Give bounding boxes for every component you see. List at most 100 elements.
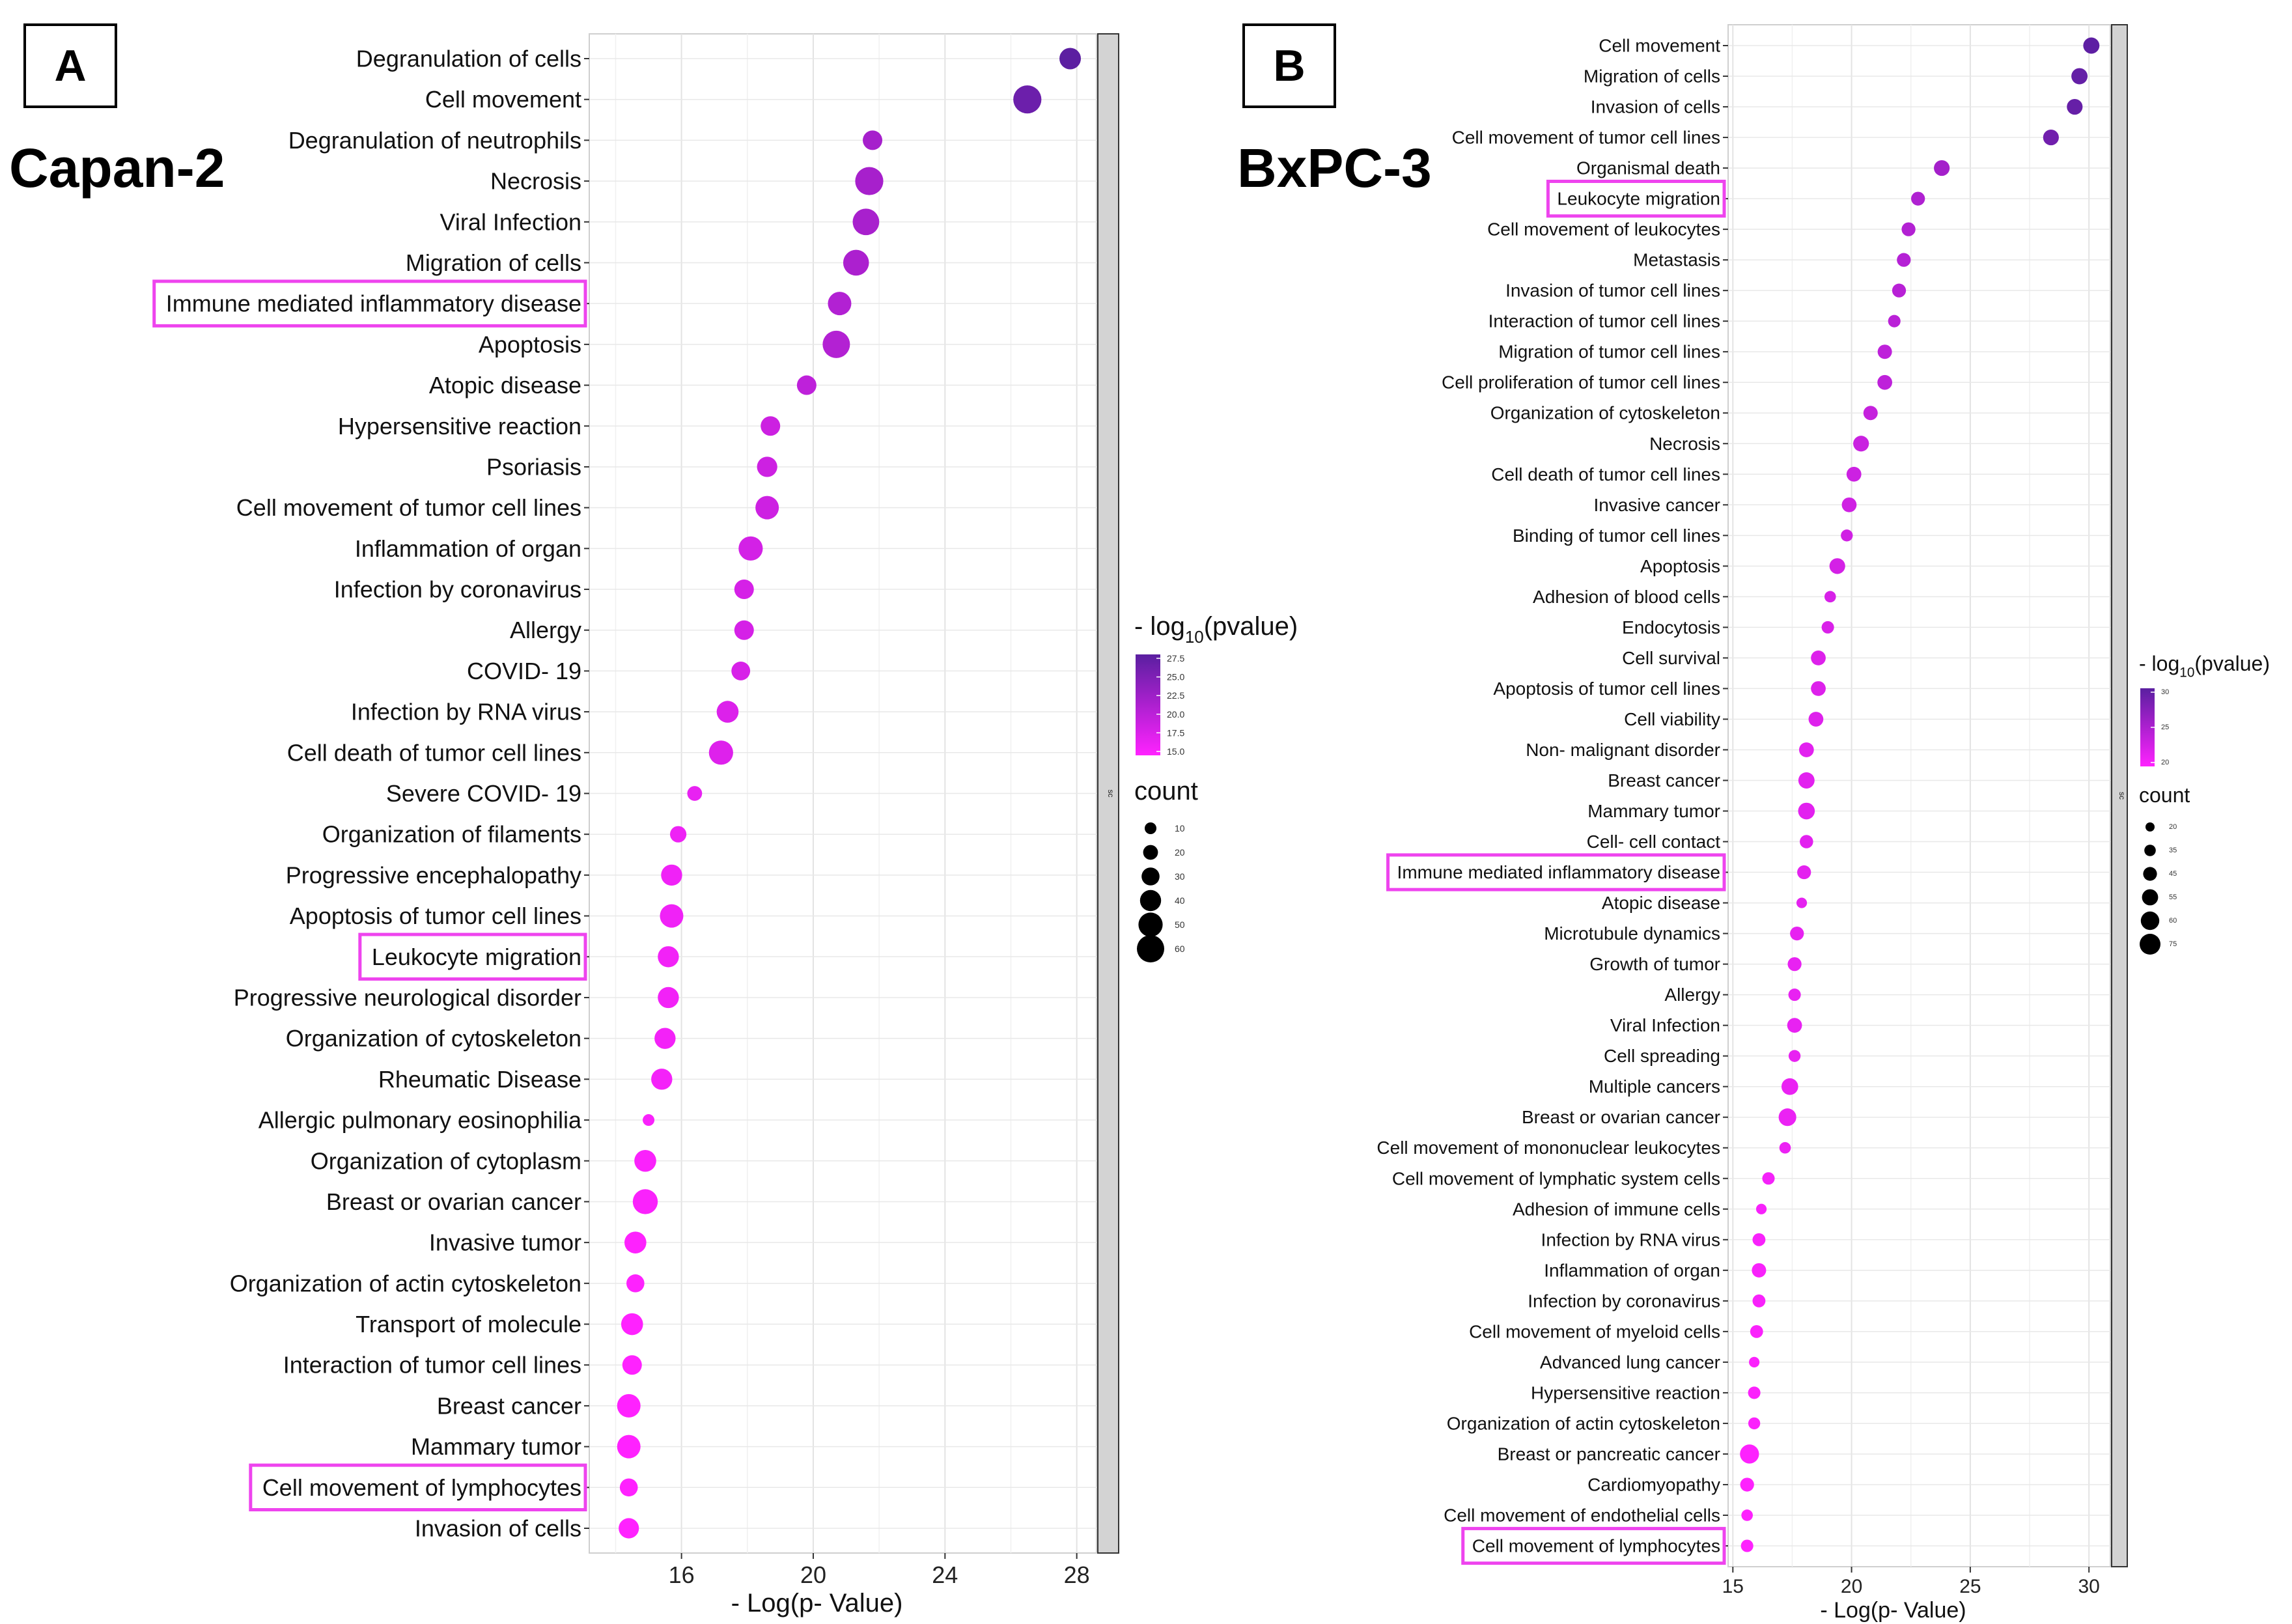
b-category-label: Cell movement of myeloid cells	[1469, 1321, 1720, 1341]
a-data-point	[632, 1189, 658, 1214]
b-size-legend-label: 45	[2169, 870, 2177, 878]
a-x-tick-label: 20	[800, 1561, 826, 1588]
a-category-label: Necrosis	[490, 168, 581, 195]
a-data-point	[624, 1231, 647, 1253]
a-category-label: Organization of actin cytoskeleton	[230, 1270, 581, 1296]
a-x-tick-label: 24	[932, 1561, 958, 1588]
a-data-point	[661, 864, 682, 886]
b-size-legend-dot	[2143, 867, 2157, 881]
a-data-point	[622, 1355, 642, 1375]
a-category-label: Invasion of cells	[415, 1515, 581, 1542]
a-category-label: Allergic pulmonary eosinophilia	[259, 1107, 582, 1134]
a-data-point	[1013, 85, 1042, 114]
a-data-point	[626, 1274, 645, 1293]
b-category-label: Cell movement of leukocytes	[1487, 219, 1720, 240]
panel-a-letter: A	[23, 23, 117, 108]
b-category-label: Endocytosis	[1622, 617, 1720, 637]
a-data-point	[654, 1028, 676, 1049]
b-data-point	[1911, 191, 1925, 206]
b-category-label: Adhesion of blood cells	[1533, 587, 1720, 607]
b-data-point	[2083, 37, 2100, 54]
b-size-legend-label: 60	[2169, 917, 2177, 925]
a-category-label: Cell death of tumor cell lines	[287, 739, 581, 766]
b-category-label: Invasive cancer	[1593, 495, 1720, 515]
b-data-point	[1787, 957, 1802, 972]
b-data-point	[1877, 374, 1892, 390]
b-color-tick-label: 25	[2161, 723, 2169, 731]
a-data-point	[757, 456, 777, 477]
b-category-label: Infection by coronavirus	[1528, 1291, 1720, 1311]
a-data-point	[619, 1478, 638, 1497]
a-data-point	[716, 701, 739, 723]
a-data-point	[651, 1069, 673, 1090]
b-category-label: Leukocyte migration	[1557, 189, 1720, 209]
a-highlight-box	[249, 1463, 587, 1512]
a-data-point	[634, 1149, 656, 1172]
a-size-legend-dot	[1145, 822, 1156, 834]
a-category-label: Progressive neurological disorder	[234, 984, 581, 1011]
b-category-label: Breast cancer	[1608, 770, 1720, 791]
b-data-point	[1749, 1356, 1760, 1367]
b-size-legend-label: 75	[2169, 940, 2177, 948]
b-data-point	[1877, 344, 1892, 359]
b-category-label: Cell movement	[1599, 36, 1720, 56]
b-data-point	[1798, 802, 1815, 820]
b-category-label: Cell survival	[1622, 648, 1720, 668]
a-category-label: Progressive encephalopathy	[286, 861, 581, 888]
b-data-point	[1752, 1294, 1766, 1308]
a-category-label: Degranulation of neutrophils	[288, 127, 581, 154]
a-data-point	[828, 292, 852, 316]
b-data-point	[1741, 1509, 1753, 1521]
b-x-tick-label: 15	[1722, 1576, 1744, 1597]
b-category-label: Allergy	[1664, 985, 1720, 1005]
a-category-label: Immune mediated inflammatory disease	[166, 290, 581, 317]
b-data-point	[1755, 1203, 1767, 1214]
b-category-label: Adhesion of immune cells	[1513, 1199, 1720, 1219]
b-data-point	[1824, 591, 1836, 603]
b-data-point	[1752, 1263, 1767, 1278]
panel-b-cell-line-title: BxPC-3	[1237, 137, 1432, 199]
a-data-point	[619, 1518, 639, 1539]
b-data-point	[1798, 742, 1814, 757]
a-data-point	[855, 167, 884, 195]
b-data-point	[1853, 436, 1869, 452]
a-data-point	[643, 1114, 655, 1127]
a-data-point	[734, 620, 754, 640]
panel-b-letter: B	[1242, 23, 1336, 108]
b-size-legend-title: count	[2139, 783, 2190, 807]
a-size-legend-dot	[1139, 889, 1162, 912]
b-color-bar	[2140, 688, 2155, 766]
a-data-point	[863, 130, 883, 150]
b-data-point	[1788, 988, 1801, 1001]
b-category-label: Hypersensitive reaction	[1531, 1382, 1720, 1403]
a-data-point	[755, 496, 779, 520]
b-data-point	[1811, 681, 1826, 696]
a-category-label: Migration of cells	[406, 249, 581, 276]
b-category-label: Infection by RNA virus	[1541, 1229, 1720, 1250]
a-category-label: Invasive tumor	[429, 1229, 581, 1256]
a-data-point	[669, 826, 687, 843]
a-category-label: Viral Infection	[440, 208, 581, 235]
b-data-point	[1787, 1018, 1802, 1033]
b-data-point	[2067, 98, 2083, 115]
a-data-point	[617, 1393, 641, 1418]
b-category-label: Atopic disease	[1602, 893, 1720, 913]
b-category-label: Growth of tumor	[1589, 954, 1720, 974]
b-category-label: Cell viability	[1624, 709, 1720, 729]
b-category-label: Migration of tumor cell lines	[1498, 342, 1720, 362]
b-size-legend-dot	[2144, 845, 2156, 856]
b-category-label: Immune mediated inflammatory disease	[1397, 862, 1720, 882]
b-x-tick-label: 25	[1959, 1576, 1981, 1597]
b-data-point	[1811, 651, 1826, 665]
a-color-tick-label: 20.0	[1167, 709, 1184, 720]
a-size-legend-title: count	[1134, 777, 1198, 805]
a-data-point	[658, 987, 679, 1009]
a-size-legend-label: 10	[1175, 823, 1185, 833]
a-category-label: Inflammation of organ	[355, 535, 581, 562]
b-size-legend-label: 55	[2169, 893, 2177, 901]
a-facet-strip-label: sc	[1106, 790, 1115, 798]
a-data-point	[731, 662, 751, 680]
b-category-label: Mammary tumor	[1587, 801, 1720, 821]
